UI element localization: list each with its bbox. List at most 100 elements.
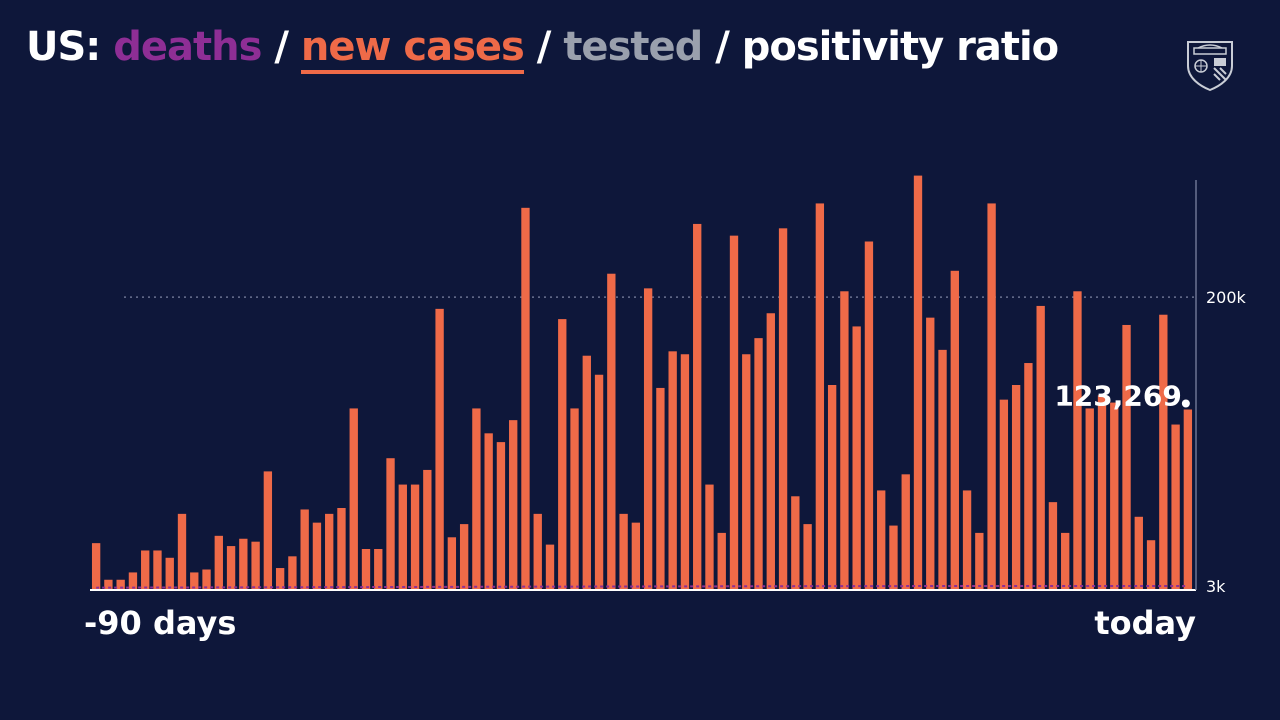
case-bar (1036, 305, 1045, 590)
x-label-end: today (1094, 604, 1196, 642)
case-bar (386, 458, 395, 590)
case-bar (1024, 363, 1033, 590)
title-positivity-ratio[interactable]: positivity ratio (741, 24, 1059, 70)
case-bar (116, 579, 125, 590)
case-bar (496, 442, 506, 590)
case-bar (251, 541, 260, 590)
case-bar (447, 537, 457, 590)
title-sep-2: / (536, 24, 552, 70)
deaths-line (96, 585, 1188, 589)
case-bar (594, 374, 604, 590)
title-sep-1: / (274, 24, 289, 70)
case-bar (570, 408, 579, 590)
case-bar (913, 175, 923, 590)
case-bar (742, 354, 751, 590)
case-bar (901, 474, 910, 590)
case-bar (582, 355, 591, 590)
case-bar (202, 569, 211, 590)
case-bar (312, 522, 322, 590)
case-bar (1061, 532, 1070, 590)
case-bar (729, 235, 739, 590)
case-bar (472, 408, 481, 590)
case-bar (889, 525, 898, 590)
university-shield-icon (1184, 38, 1236, 92)
case-bar (852, 326, 861, 590)
case-bar (791, 496, 800, 590)
case-bar (840, 291, 849, 590)
case-bar (643, 288, 653, 590)
case-bar (153, 550, 162, 590)
case-bar (521, 207, 530, 591)
title-tested[interactable]: tested (563, 24, 703, 70)
case-bar (1048, 502, 1058, 590)
case-bar (361, 549, 371, 590)
case-bar (545, 544, 555, 590)
case-bar (374, 549, 383, 590)
case-bar (533, 513, 542, 590)
y-tick-label-200k: 200k (1206, 288, 1247, 307)
case-bar (165, 557, 174, 590)
case-bar (827, 385, 837, 590)
case-bar (962, 490, 972, 590)
title-prefix: US: (26, 24, 101, 70)
case-bar (1011, 385, 1021, 590)
x-label-start: -90 days (84, 604, 237, 642)
case-bar (459, 524, 469, 590)
case-bar (766, 313, 775, 590)
case-bar (128, 572, 138, 590)
case-bar (423, 469, 432, 590)
case-bar (337, 508, 346, 590)
title-deaths[interactable]: deaths (113, 24, 262, 70)
case-bar (509, 420, 518, 590)
case-bar (141, 550, 150, 590)
case-bar (398, 484, 407, 590)
case-bar (1085, 408, 1094, 590)
case-bar (1183, 409, 1193, 590)
case-bar (619, 513, 628, 590)
case-bar (190, 572, 199, 590)
case-bar (558, 319, 567, 590)
case-bar (864, 241, 874, 590)
case-bar (1073, 291, 1082, 590)
last-value-label: 123,269 (1054, 379, 1182, 412)
case-bar (275, 568, 285, 590)
case-bar (1097, 395, 1107, 590)
case-bar (877, 490, 886, 590)
case-bar (705, 484, 714, 590)
case-bar (693, 223, 702, 590)
case-bar (815, 203, 825, 590)
case-bar (214, 535, 223, 590)
case-bar (717, 532, 726, 590)
case-bar (435, 308, 444, 590)
case-bar (177, 513, 187, 590)
case-bar (1146, 540, 1156, 590)
chart-title: US: deaths / new cases / tested / positi… (26, 24, 1059, 74)
case-bar (410, 484, 420, 590)
case-bar (1134, 516, 1143, 590)
case-bar (999, 399, 1009, 590)
case-bar (631, 522, 641, 590)
case-bar (263, 471, 273, 590)
case-bar (950, 270, 959, 590)
case-bar (680, 354, 690, 590)
case-bar (926, 317, 935, 590)
title-new-cases[interactable]: new cases (300, 24, 525, 74)
case-bar (1122, 324, 1131, 590)
title-sep-3: / (715, 24, 730, 70)
case-bar (975, 532, 984, 590)
case-bar (104, 579, 113, 590)
case-bar (656, 387, 665, 590)
case-bar (803, 524, 812, 590)
case-bar (938, 349, 947, 590)
case-bar (300, 509, 309, 590)
case-bar (239, 538, 248, 590)
case-bar (325, 513, 334, 590)
case-bar (1159, 314, 1168, 590)
case-bar (91, 543, 101, 590)
case-bar (668, 351, 677, 590)
case-bar (349, 408, 358, 590)
case-bar (987, 203, 996, 590)
case-bar (288, 556, 297, 590)
case-bar (226, 546, 236, 590)
last-value-dot (1181, 399, 1190, 408)
